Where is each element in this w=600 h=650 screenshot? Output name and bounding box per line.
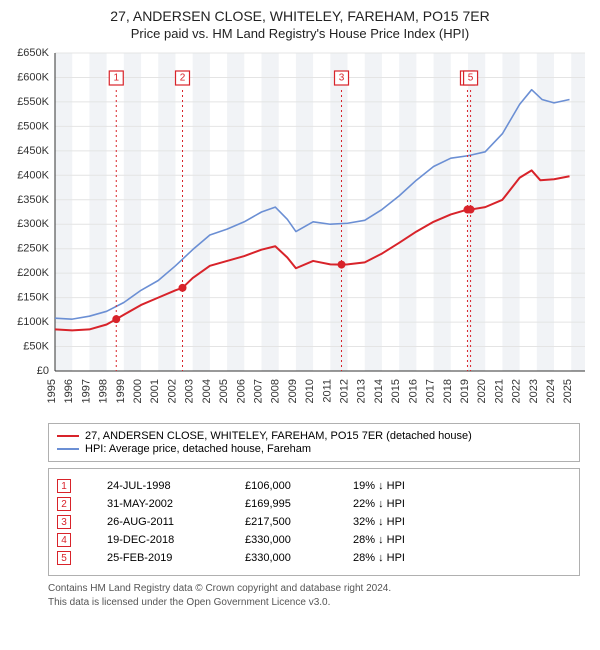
line-chart-svg: £0 £50K £100K £150K £200K £250K £300K £350K £400… (0, 45, 600, 417)
table-row: 3 26-AUG-2011 £217,500 32% ↓ HPI (57, 515, 571, 529)
sale-price: £330,000 (245, 534, 345, 546)
legend-label: 27, ANDERSEN CLOSE, WHITELEY, FAREHAM, P… (85, 430, 472, 442)
svg-text:£350K: £350K (17, 194, 49, 206)
footer-attribution: Contains HM Land Registry data © Crown c… (48, 582, 580, 609)
svg-text:£500K: £500K (17, 120, 49, 132)
svg-text:2006: 2006 (235, 379, 247, 403)
svg-text:2009: 2009 (287, 379, 299, 403)
sale-marker-box: 1 (57, 479, 71, 493)
svg-text:£0: £0 (37, 365, 49, 377)
legend-row: 27, ANDERSEN CLOSE, WHITELEY, FAREHAM, P… (57, 430, 571, 442)
sale-delta: 22% ↓ HPI (353, 498, 473, 510)
svg-text:2012: 2012 (339, 379, 351, 403)
table-row: 4 19-DEC-2018 £330,000 28% ↓ HPI (57, 533, 571, 547)
svg-text:2021: 2021 (493, 379, 505, 403)
svg-text:2011: 2011 (321, 379, 333, 403)
legend-row: HPI: Average price, detached house, Fare… (57, 443, 571, 455)
sale-delta: 32% ↓ HPI (353, 516, 473, 528)
svg-text:1996: 1996 (63, 379, 75, 403)
svg-text:£600K: £600K (17, 71, 49, 83)
svg-text:2002: 2002 (166, 379, 178, 403)
sale-date: 25-FEB-2019 (79, 552, 237, 564)
chart-container: 27, ANDERSEN CLOSE, WHITELEY, FAREHAM, P… (0, 0, 600, 609)
svg-text:£100K: £100K (17, 316, 49, 328)
svg-text:£400K: £400K (17, 169, 49, 181)
svg-text:2000: 2000 (132, 379, 144, 403)
svg-text:£550K: £550K (17, 96, 49, 108)
chart-title: 27, ANDERSEN CLOSE, WHITELEY, FAREHAM, P… (4, 8, 596, 24)
sale-marker-box: 2 (57, 497, 71, 511)
svg-text:2013: 2013 (356, 379, 368, 403)
svg-text:2020: 2020 (476, 379, 488, 403)
svg-text:2001: 2001 (149, 379, 161, 403)
sale-date: 24-JUL-1998 (79, 480, 237, 492)
svg-text:2003: 2003 (184, 379, 196, 403)
legend-label: HPI: Average price, detached house, Fare… (85, 443, 311, 455)
sale-price: £169,995 (245, 498, 345, 510)
svg-text:1998: 1998 (98, 379, 110, 403)
svg-text:5: 5 (468, 73, 474, 84)
sale-delta: 28% ↓ HPI (353, 534, 473, 546)
svg-text:2019: 2019 (459, 379, 471, 403)
svg-text:1: 1 (113, 73, 119, 84)
svg-text:1999: 1999 (115, 379, 127, 403)
sale-date: 31-MAY-2002 (79, 498, 237, 510)
table-row: 5 25-FEB-2019 £330,000 28% ↓ HPI (57, 551, 571, 565)
sales-table: 1 24-JUL-1998 £106,000 19% ↓ HPI 2 31-MAY-200… (48, 468, 580, 576)
svg-text:£250K: £250K (17, 243, 49, 255)
legend: 27, ANDERSEN CLOSE, WHITELEY, FAREHAM, P… (48, 423, 580, 462)
titles: 27, ANDERSEN CLOSE, WHITELEY, FAREHAM, P… (0, 0, 600, 45)
svg-text:2016: 2016 (407, 379, 419, 403)
table-row: 1 24-JUL-1998 £106,000 19% ↓ HPI (57, 479, 571, 493)
svg-text:2004: 2004 (201, 379, 213, 403)
svg-text:2025: 2025 (562, 379, 574, 403)
svg-text:1995: 1995 (46, 379, 58, 403)
sale-date: 19-DEC-2018 (79, 534, 237, 546)
chart-subtitle: Price paid vs. HM Land Registry's House … (4, 26, 596, 41)
svg-text:£150K: £150K (17, 292, 49, 304)
svg-text:2008: 2008 (270, 379, 282, 403)
svg-text:2007: 2007 (252, 379, 264, 403)
legend-swatch (57, 435, 79, 437)
svg-text:£450K: £450K (17, 145, 49, 157)
svg-text:1997: 1997 (80, 379, 92, 403)
sale-price: £106,000 (245, 480, 345, 492)
svg-text:2022: 2022 (511, 379, 523, 403)
sale-marker-box: 4 (57, 533, 71, 547)
svg-text:2014: 2014 (373, 379, 385, 403)
svg-text:£650K: £650K (17, 47, 49, 59)
sale-marker-box: 5 (57, 551, 71, 565)
svg-text:2017: 2017 (425, 379, 437, 403)
svg-text:2005: 2005 (218, 379, 230, 403)
sale-date: 26-AUG-2011 (79, 516, 237, 528)
svg-text:2024: 2024 (545, 379, 557, 403)
sale-marker-box: 3 (57, 515, 71, 529)
sale-price: £217,500 (245, 516, 345, 528)
legend-swatch (57, 448, 79, 450)
svg-text:2023: 2023 (528, 379, 540, 403)
svg-text:2015: 2015 (390, 379, 402, 403)
footer-line-2: This data is licensed under the Open Gov… (48, 596, 580, 610)
svg-text:£200K: £200K (17, 267, 49, 279)
chart-area: £0 £50K £100K £150K £200K £250K £300K £350K £400… (0, 45, 600, 417)
sale-delta: 28% ↓ HPI (353, 552, 473, 564)
sale-delta: 19% ↓ HPI (353, 480, 473, 492)
table-row: 2 31-MAY-2002 £169,995 22% ↓ HPI (57, 497, 571, 511)
svg-text:£300K: £300K (17, 218, 49, 230)
svg-text:£50K: £50K (23, 341, 49, 353)
svg-text:2010: 2010 (304, 379, 316, 403)
sale-price: £330,000 (245, 552, 345, 564)
svg-text:2018: 2018 (442, 379, 454, 403)
svg-text:2: 2 (180, 73, 186, 84)
svg-text:3: 3 (339, 73, 345, 84)
footer-line-1: Contains HM Land Registry data © Crown c… (48, 582, 580, 596)
